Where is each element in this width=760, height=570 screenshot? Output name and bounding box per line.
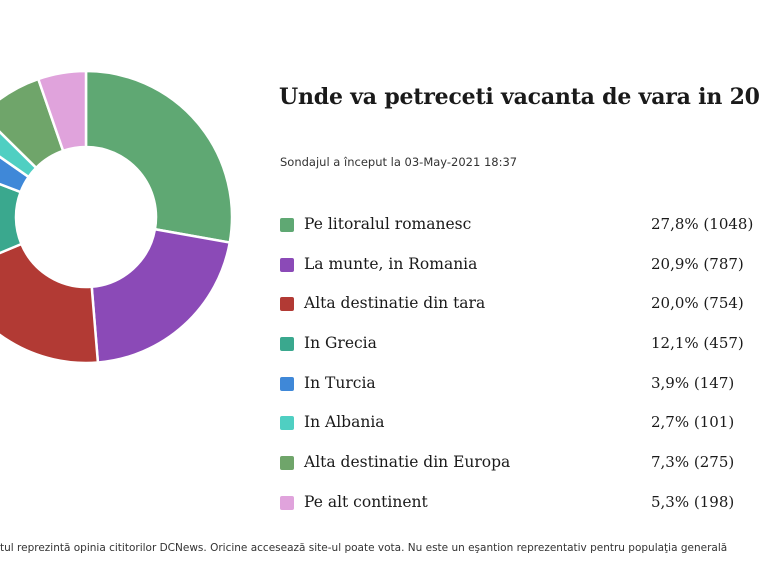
legend-value: 27,8% (1048) — [651, 215, 754, 233]
donut-slice — [90, 227, 232, 364]
legend-label: In Turcia — [304, 373, 376, 392]
chart-title: Unde va petreceti vacanta de vara in 20 — [279, 84, 760, 110]
donut-slice — [36, 69, 88, 153]
legend-swatch — [280, 456, 294, 471]
legend-value: 20,0% (754) — [651, 294, 744, 313]
legend-label: In Albania — [304, 413, 385, 432]
legend-swatch — [280, 297, 294, 312]
legend-value: 20,9% (787) — [651, 254, 744, 273]
legend-value: 12,1% (457) — [651, 334, 744, 353]
donut-slice — [84, 69, 234, 245]
legend-swatch — [280, 337, 294, 352]
legend-label: Alta destinatie din Europa — [304, 453, 511, 472]
legend-label: Alta destinatie din tara — [304, 294, 486, 313]
legend-swatch — [280, 218, 294, 232]
legend-item: Alta destinatie din Europa 7,3% (275) — [280, 451, 760, 491]
legend-label: In Grecia — [304, 334, 377, 353]
donut-chart — [0, 69, 234, 365]
legend-label: Pe alt continent — [304, 492, 428, 511]
legend-swatch — [280, 376, 294, 391]
legend-swatch — [280, 416, 294, 431]
legend-value: 5,3% (198) — [651, 492, 735, 511]
legend-item: Alta destinatie din tara 20,0% (754) — [280, 292, 760, 332]
legend-value: 3,9% (147) — [651, 373, 735, 392]
legend-swatch — [280, 257, 294, 272]
legend-label: La munte, in Romania — [304, 254, 478, 273]
legend-item: Pe litoralul romanesc 27,8% (1048) — [280, 213, 760, 253]
legend-value: 2,7% (101) — [651, 413, 735, 432]
legend-item: In Grecia 12,1% (457) — [280, 332, 760, 372]
legend-item: In Albania 2,7% (101) — [280, 411, 760, 451]
donut-slice — [0, 242, 100, 365]
chart-subtitle: Sondajul a început la 03-May-2021 18:37 — [280, 155, 518, 169]
legend-item: Pe alt continent 5,3% (198) — [280, 491, 760, 531]
legend-item: In Turcia 3,9% (147) — [280, 372, 760, 412]
legend-swatch — [280, 495, 294, 510]
legend: Pe litoralul romanesc 27,8% (1048) La mu… — [280, 213, 760, 531]
donut-slice — [0, 182, 24, 255]
legend-label: Pe litoralul romanesc — [304, 215, 472, 233]
legend-value: 7,3% (275) — [651, 453, 735, 472]
footer-note: tul reprezintă opinia cititorilor DCNews… — [0, 542, 728, 554]
legend-item: La munte, in Romania 20,9% (787) — [280, 253, 760, 293]
